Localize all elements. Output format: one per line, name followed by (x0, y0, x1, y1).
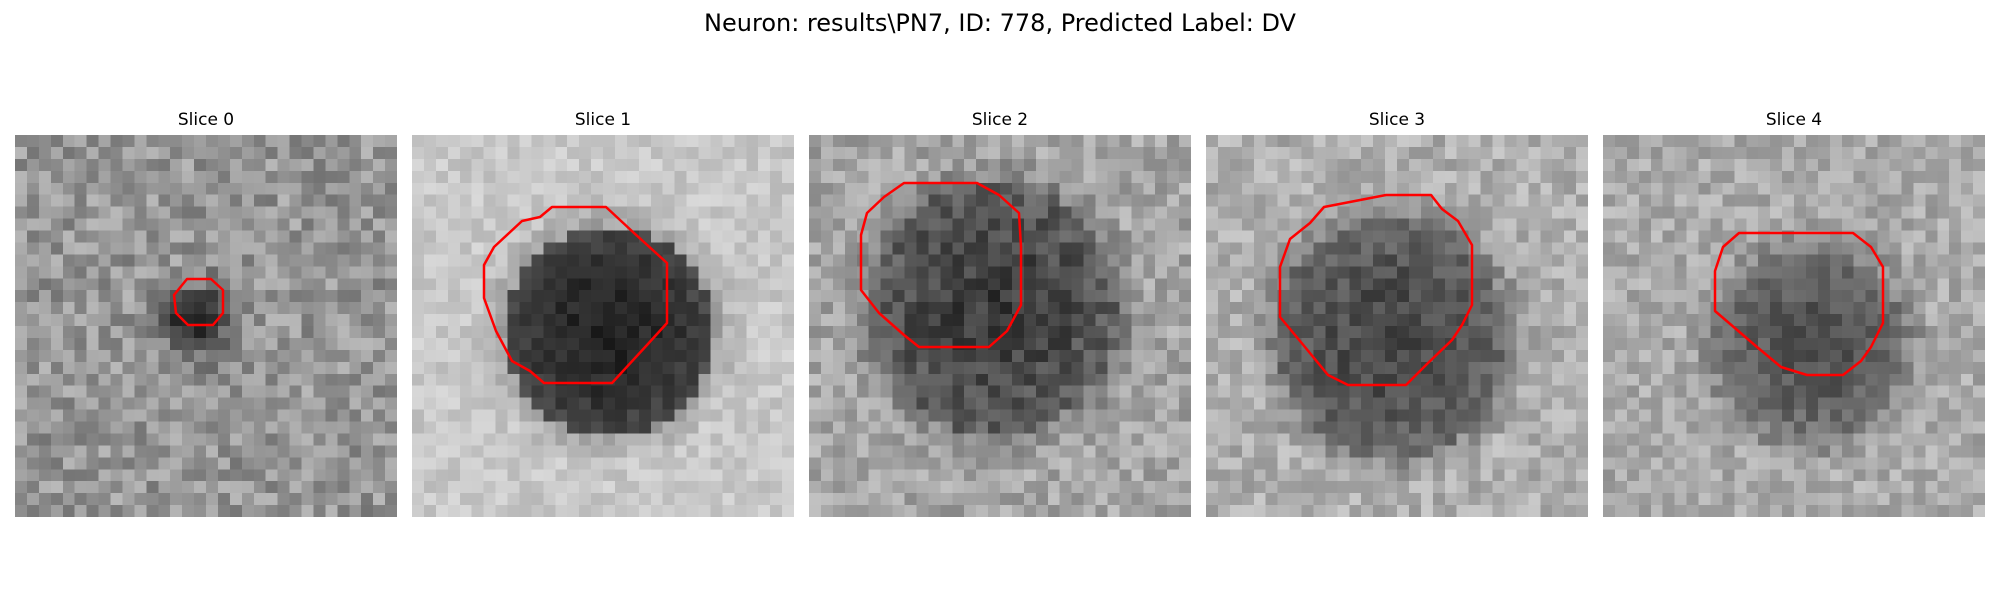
slice-grayscale-image-2 (809, 135, 1191, 517)
slice-panel-0: Slice 0 (15, 108, 397, 517)
slice-title-4: Slice 4 (1765, 110, 1823, 130)
contour-outline-2 (859, 181, 1023, 349)
contour-outline-3 (1278, 193, 1474, 387)
slice-panel-3: Slice 3 (1206, 108, 1588, 517)
slice-image-2 (809, 135, 1191, 517)
slice-grayscale-image-4 (1603, 135, 1985, 517)
contour-outline-0 (172, 277, 225, 327)
slice-image-1 (412, 135, 794, 517)
slice-contour-0 (172, 277, 225, 327)
slice-panel-1: Slice 1 (412, 108, 794, 517)
slice-contour-4 (1713, 231, 1885, 377)
slice-contour-3 (1278, 193, 1474, 387)
slice-panel-2: Slice 2 (809, 108, 1191, 517)
slice-title-0: Slice 0 (177, 110, 235, 130)
slice-title-1: Slice 1 (574, 110, 632, 130)
slice-title-2: Slice 2 (971, 110, 1029, 130)
slice-grayscale-image-1 (412, 135, 794, 517)
contour-outline-1 (482, 205, 669, 385)
contour-outline-4 (1713, 231, 1885, 377)
slice-image-4 (1603, 135, 1985, 517)
slice-image-3 (1206, 135, 1588, 517)
slice-contour-1 (482, 205, 669, 385)
slice-panel-4: Slice 4 (1603, 108, 1985, 517)
figure-title: Neuron: results\PN7, ID: 778, Predicted … (704, 9, 1296, 37)
slice-image-0 (15, 135, 397, 517)
slice-title-3: Slice 3 (1368, 110, 1426, 130)
slice-grayscale-image-3 (1206, 135, 1588, 517)
slice-contour-2 (859, 181, 1023, 349)
